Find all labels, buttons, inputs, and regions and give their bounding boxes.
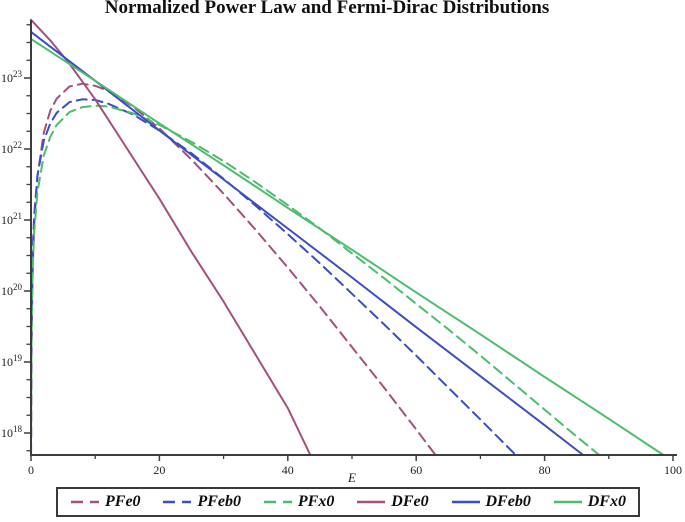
legend-line-sample-PFeb0 bbox=[163, 500, 192, 504]
y-tick-label: 1022 bbox=[1, 140, 22, 156]
curve-PFeb0 bbox=[30, 98, 517, 456]
legend-item-DFe0: DFe0 bbox=[356, 493, 429, 510]
y-tick-label: 1018 bbox=[1, 424, 23, 440]
legend-label-PFx0: PFx0 bbox=[297, 493, 335, 510]
legend-line-sample-DFeb0 bbox=[451, 500, 480, 504]
x-tick-label: 40 bbox=[282, 463, 294, 477]
axis-lines bbox=[30, 20, 677, 456]
legend-label-DFe0: DFe0 bbox=[391, 493, 429, 510]
legend-label-DFx0: DFx0 bbox=[587, 493, 626, 510]
x-tick-label: 80 bbox=[539, 463, 551, 477]
x-tick-label: 20 bbox=[153, 463, 165, 477]
legend-item-PFeb0: PFeb0 bbox=[162, 494, 241, 510]
x-axis-label: E bbox=[348, 470, 356, 485]
x-tick-label: 100 bbox=[664, 463, 682, 477]
x-tick-label: 0 bbox=[28, 463, 34, 477]
legend-line-sample-PFe0 bbox=[71, 500, 99, 504]
curve-DFx0 bbox=[30, 37, 665, 456]
legend-label-DFeb0: DFeb0 bbox=[485, 493, 531, 510]
curve-DFeb0 bbox=[30, 30, 585, 456]
y-tick-label: 1023 bbox=[1, 69, 23, 85]
legend-label-PFeb0: PFeb0 bbox=[197, 493, 241, 510]
y-axis-major-ticks: 1023 1022 1021 1020 1019 1018 bbox=[1, 69, 31, 440]
legend-item-PFx0: PFx0 bbox=[263, 494, 334, 510]
legend-item-DFx0: DFx0 bbox=[553, 494, 626, 510]
y-tick-label: 1019 bbox=[1, 353, 23, 369]
curve-DFe0 bbox=[30, 18, 312, 456]
legend-item-PFe0: PFe0 bbox=[70, 494, 141, 510]
legend-line-sample-PFx0 bbox=[263, 500, 292, 504]
legend-label-PFe0: PFe0 bbox=[105, 493, 141, 510]
x-axis-ticks: 0 20 40 60 80 100 bbox=[28, 455, 682, 477]
axes bbox=[30, 20, 677, 456]
legend-item-DFeb0: DFeb0 bbox=[451, 494, 531, 510]
curve-PFx0 bbox=[30, 104, 601, 456]
legend-line-sample-DFx0 bbox=[553, 500, 582, 504]
legend-line-sample-DFe0 bbox=[357, 500, 386, 504]
y-tick-label: 1020 bbox=[1, 282, 23, 298]
legend: PFe0 PFeb0 PFx0 DFe0 DFeb0 DFx0 bbox=[56, 487, 640, 517]
curves bbox=[30, 18, 665, 456]
y-tick-label: 1021 bbox=[1, 211, 22, 227]
chart-title: Normalized Power Law and Fermi-Dirac Dis… bbox=[104, 0, 550, 18]
curve-PFe0 bbox=[30, 82, 437, 456]
x-tick-label: 60 bbox=[410, 463, 422, 477]
